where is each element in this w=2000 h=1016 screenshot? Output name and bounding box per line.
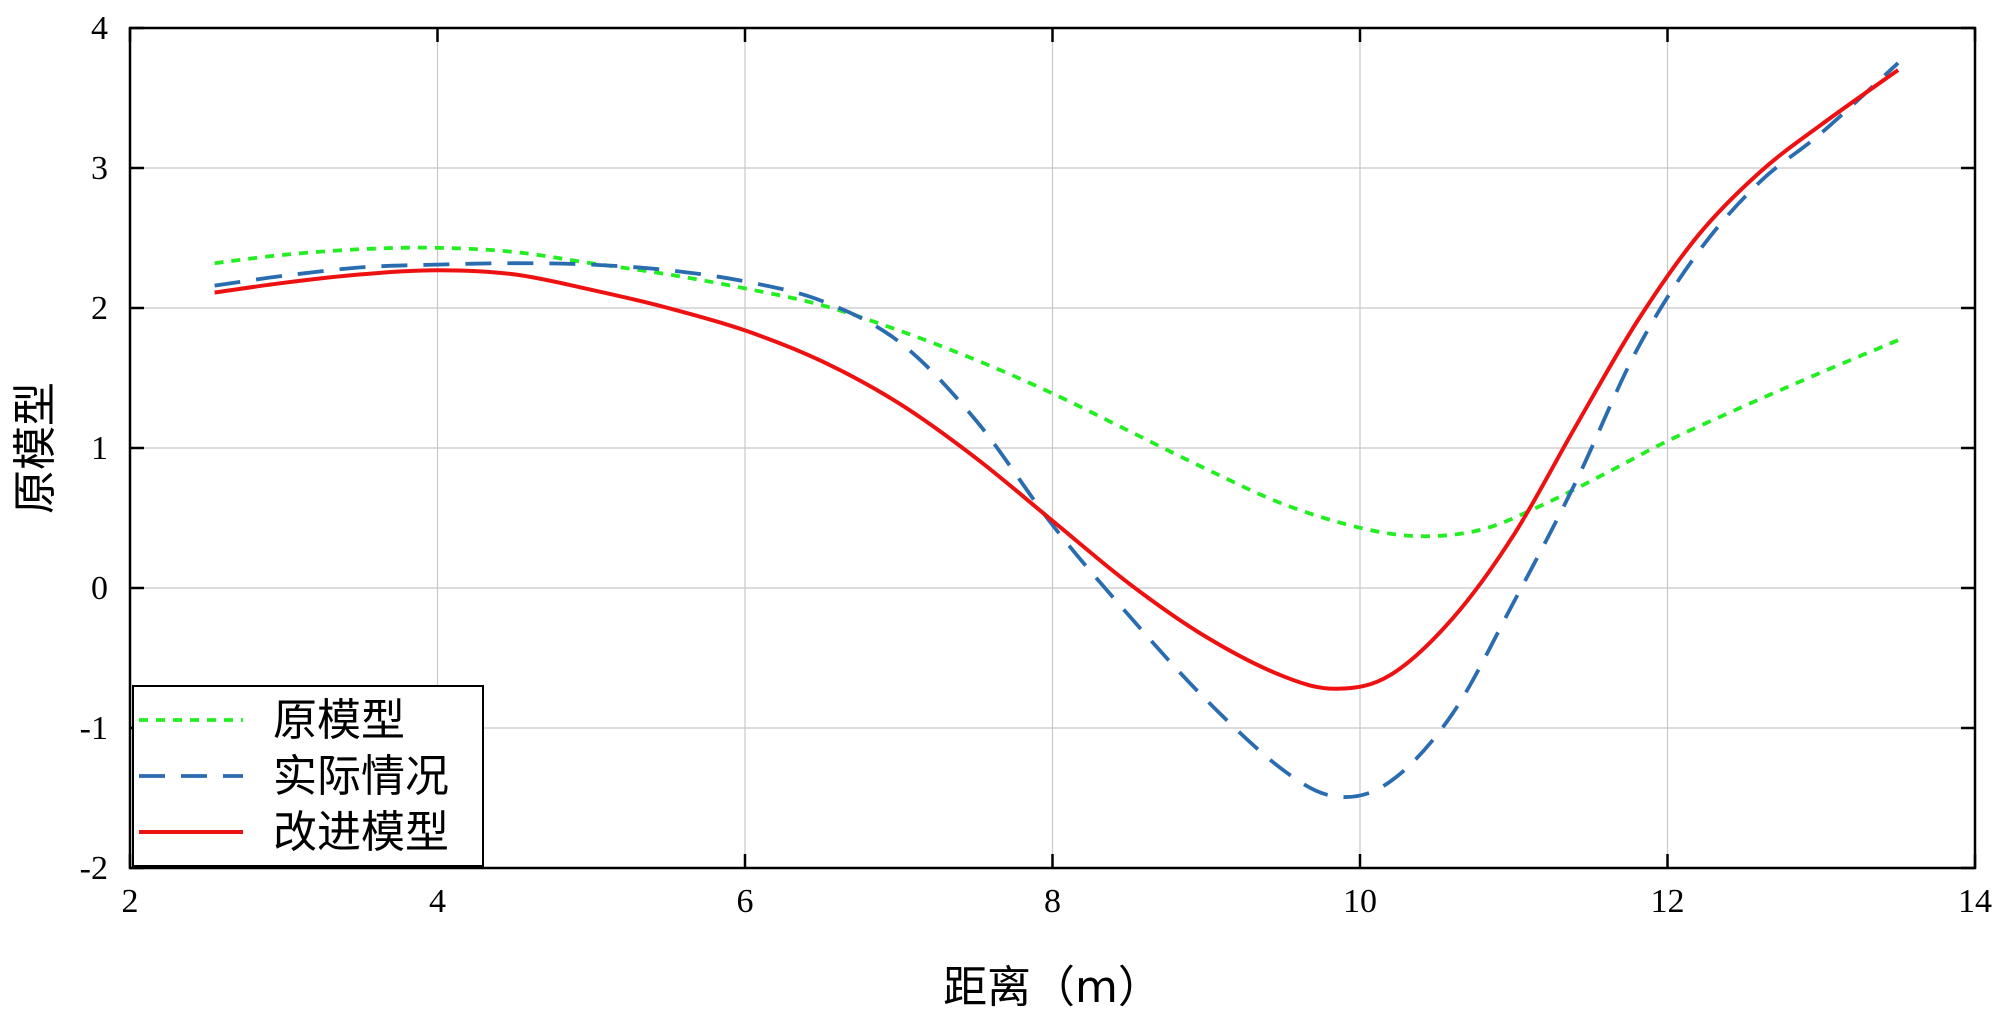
grid [130,28,1975,868]
y-tick-label: 3 [91,150,108,187]
x-tick-label: 12 [1651,883,1685,920]
legend-label: 实际情况 [273,751,449,802]
axis-ticks [128,26,1977,870]
legend-label: 改进模型 [273,807,449,858]
y-tick-label: 2 [91,290,108,327]
x-tick-label: 8 [1044,883,1061,920]
y-tick-label: 1 [91,430,108,467]
y-tick-label: 4 [91,10,108,47]
y-tick-label: -1 [80,710,108,747]
series-line-1 [214,245,1899,539]
series-line-3 [214,68,1900,691]
series-line-2 [214,61,1900,799]
y-axis-title: 原模型 [10,382,61,514]
x-axis-title: 距离（m） [943,962,1162,1013]
x-tick-label: 14 [1958,883,1992,920]
series-layer [214,61,1900,799]
legend-label: 原模型 [273,695,405,746]
y-tick-label: -2 [80,850,108,887]
x-tick-label: 2 [122,883,139,920]
y-tick-label: 0 [91,570,108,607]
x-tick-label: 10 [1343,883,1377,920]
x-tick-label: 6 [737,883,754,920]
x-tick-label: 4 [429,883,446,920]
